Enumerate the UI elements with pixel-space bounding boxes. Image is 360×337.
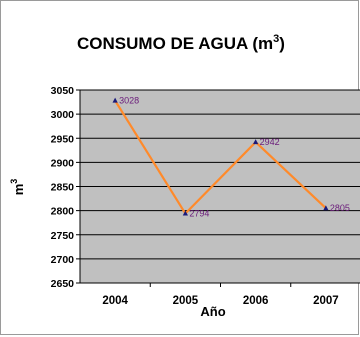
x-tick-label: 2005 [173, 295, 199, 307]
series-group: 3028 2794 2942 2805 [112, 96, 350, 219]
data-label: 2942 [260, 137, 280, 147]
y-tick-label: 2950 [51, 133, 75, 145]
y-axis-ticks: 3050 3000 2950 2900 2850 2800 2750 2700 2650 [51, 85, 75, 290]
data-label: 2805 [330, 203, 350, 213]
data-label: 3028 [119, 96, 139, 106]
data-point-marker [253, 139, 259, 145]
chart-title: CONSUMO DE AGUA (m3) [77, 33, 285, 53]
x-tick-label: 2004 [102, 295, 128, 307]
gridlines [76, 89, 360, 284]
data-point-marker [323, 205, 329, 211]
y-tick-label: 2700 [51, 254, 75, 266]
data-point-marker [112, 97, 118, 103]
data-point-marker [182, 210, 188, 216]
y-tick-label: 2750 [51, 230, 75, 242]
x-axis-label: Año [200, 304, 225, 319]
y-axis-label: m3 [9, 179, 26, 196]
x-tick-label: 2006 [243, 295, 269, 307]
x-tick-label: 2007 [313, 295, 339, 307]
y-tick-label: 2850 [51, 182, 75, 194]
y-tick-label: 3050 [51, 85, 75, 97]
series-line-segment [184, 141, 257, 215]
y-tick-label: 2900 [51, 157, 75, 169]
y-tick-label: 3000 [51, 109, 75, 121]
series-line-segment [114, 100, 187, 215]
data-label: 2794 [189, 209, 209, 219]
x-axis-ticks: 2004 2005 2006 2007 [102, 283, 339, 307]
y-tick-label: 2650 [51, 278, 75, 290]
y-tick-label: 2800 [51, 206, 75, 218]
series-line-segment [254, 141, 327, 210]
